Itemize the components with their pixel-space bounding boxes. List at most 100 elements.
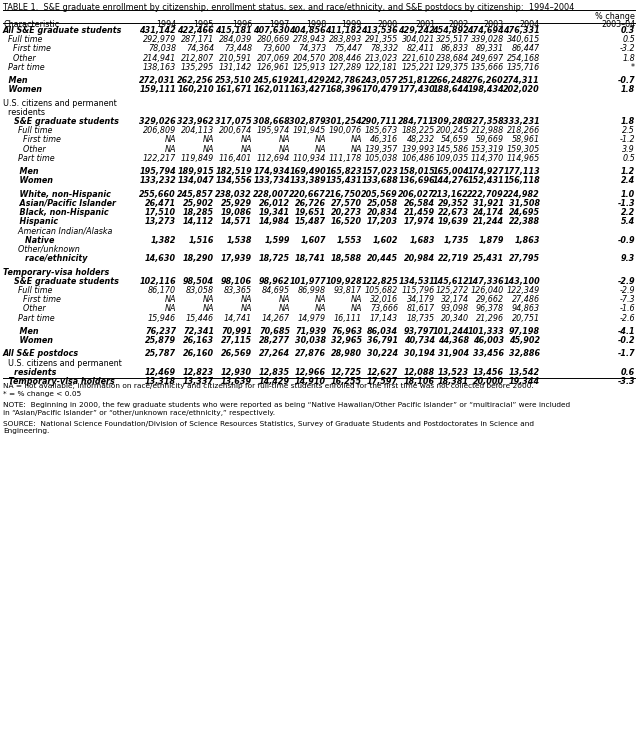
Text: 454,892: 454,892 xyxy=(433,26,469,35)
Text: 185,673: 185,673 xyxy=(365,127,398,136)
Text: 89,331: 89,331 xyxy=(476,44,504,53)
Text: 59,669: 59,669 xyxy=(476,136,504,145)
Text: 241,429: 241,429 xyxy=(289,76,326,85)
Text: 431,142: 431,142 xyxy=(139,26,176,35)
Text: 266,248: 266,248 xyxy=(433,76,469,85)
Text: 308,668: 308,668 xyxy=(253,117,290,126)
Text: 2000: 2000 xyxy=(378,20,398,29)
Text: NA: NA xyxy=(279,304,290,313)
Text: 31,921: 31,921 xyxy=(473,199,504,208)
Text: 1,599: 1,599 xyxy=(265,236,290,245)
Text: 116,401: 116,401 xyxy=(219,154,252,163)
Text: All S&E graduate students: All S&E graduate students xyxy=(3,26,122,35)
Text: 213,162: 213,162 xyxy=(433,190,469,199)
Text: 31,904: 31,904 xyxy=(438,349,469,358)
Text: 98,504: 98,504 xyxy=(183,276,214,285)
Text: 177,113: 177,113 xyxy=(503,167,540,176)
Text: S&E graduate students: S&E graduate students xyxy=(3,117,119,126)
Text: 0.3: 0.3 xyxy=(621,26,635,35)
Text: 14,910: 14,910 xyxy=(295,377,326,386)
Text: 1.0: 1.0 xyxy=(621,190,635,199)
Text: 28,277: 28,277 xyxy=(259,336,290,345)
Text: 12,966: 12,966 xyxy=(295,367,326,376)
Text: 125,221: 125,221 xyxy=(402,62,435,72)
Text: 25,879: 25,879 xyxy=(145,336,176,345)
Text: 22,388: 22,388 xyxy=(509,218,540,227)
Text: First time: First time xyxy=(3,295,61,304)
Text: 213,023: 213,023 xyxy=(365,53,398,62)
Text: NA: NA xyxy=(202,136,214,145)
Text: 114,370: 114,370 xyxy=(471,154,504,163)
Text: 129,375: 129,375 xyxy=(436,62,469,72)
Text: 25,902: 25,902 xyxy=(183,199,214,208)
Text: 122,825: 122,825 xyxy=(361,276,398,285)
Text: in “Asian/Pacific Islander” or “other/unknown race/ethnicity,” respectively.: in “Asian/Pacific Islander” or “other/un… xyxy=(3,410,275,416)
Text: 133,232: 133,232 xyxy=(139,176,176,185)
Text: 114,965: 114,965 xyxy=(507,154,540,163)
Text: TABLE 1.  S&E graduate enrollment by citizenship, enrollment status, sex, and ra: TABLE 1. S&E graduate enrollment by citi… xyxy=(3,3,574,12)
Text: 93,817: 93,817 xyxy=(334,286,362,295)
Text: 86,034: 86,034 xyxy=(367,327,398,336)
Text: 16,520: 16,520 xyxy=(331,218,362,227)
Text: 3.9: 3.9 xyxy=(622,145,635,154)
Text: 144,276: 144,276 xyxy=(433,176,469,185)
Text: 86,170: 86,170 xyxy=(148,286,176,295)
Text: 262,256: 262,256 xyxy=(177,76,214,85)
Text: 111,178: 111,178 xyxy=(329,154,362,163)
Text: 26,569: 26,569 xyxy=(221,349,252,358)
Text: 19,639: 19,639 xyxy=(438,218,469,227)
Text: 14,429: 14,429 xyxy=(259,377,290,386)
Text: 195,974: 195,974 xyxy=(256,127,290,136)
Text: 122,181: 122,181 xyxy=(365,62,398,72)
Text: 83,058: 83,058 xyxy=(186,286,214,295)
Text: NA: NA xyxy=(241,295,252,304)
Text: -1.7: -1.7 xyxy=(618,349,635,358)
Text: 122,217: 122,217 xyxy=(143,154,176,163)
Text: 200,245: 200,245 xyxy=(436,127,469,136)
Text: 238,032: 238,032 xyxy=(215,190,252,199)
Text: 125,913: 125,913 xyxy=(293,62,326,72)
Text: 31,508: 31,508 xyxy=(509,199,540,208)
Text: 24,695: 24,695 xyxy=(509,208,540,217)
Text: NA: NA xyxy=(315,145,326,154)
Text: 48,232: 48,232 xyxy=(407,136,435,145)
Text: 291,355: 291,355 xyxy=(365,35,398,44)
Text: 17,143: 17,143 xyxy=(370,313,398,322)
Text: 242,786: 242,786 xyxy=(325,76,362,85)
Text: All S&E postdocs: All S&E postdocs xyxy=(3,349,79,358)
Text: NA: NA xyxy=(279,145,290,154)
Text: 1,602: 1,602 xyxy=(373,236,398,245)
Text: 46,316: 46,316 xyxy=(370,136,398,145)
Text: 422,466: 422,466 xyxy=(177,26,214,35)
Text: Hispanic: Hispanic xyxy=(3,218,58,227)
Text: 73,600: 73,600 xyxy=(262,44,290,53)
Text: 133,688: 133,688 xyxy=(361,176,398,185)
Text: 13,273: 13,273 xyxy=(145,218,176,227)
Text: 134,556: 134,556 xyxy=(215,176,252,185)
Text: 93,797: 93,797 xyxy=(404,327,435,336)
Text: 245,857: 245,857 xyxy=(177,190,214,199)
Text: 204,113: 204,113 xyxy=(181,127,214,136)
Text: 1.2: 1.2 xyxy=(621,167,635,176)
Text: 160,210: 160,210 xyxy=(177,85,214,94)
Text: NA: NA xyxy=(350,145,362,154)
Text: 76,963: 76,963 xyxy=(331,327,362,336)
Text: 17,597: 17,597 xyxy=(367,377,398,386)
Text: 126,040: 126,040 xyxy=(471,286,504,295)
Text: 17,510: 17,510 xyxy=(145,208,176,217)
Text: Women: Women xyxy=(3,85,42,94)
Text: 18,741: 18,741 xyxy=(295,255,326,263)
Text: 14,112: 14,112 xyxy=(183,218,214,227)
Text: 165,823: 165,823 xyxy=(325,167,362,176)
Text: Women: Women xyxy=(3,336,53,345)
Text: 411,182: 411,182 xyxy=(325,26,362,35)
Text: 17,939: 17,939 xyxy=(221,255,252,263)
Text: 14,741: 14,741 xyxy=(224,313,252,322)
Text: 12,930: 12,930 xyxy=(221,367,252,376)
Text: 97,198: 97,198 xyxy=(509,327,540,336)
Text: 34,179: 34,179 xyxy=(407,295,435,304)
Text: 109,928: 109,928 xyxy=(325,276,362,285)
Text: 105,038: 105,038 xyxy=(365,154,398,163)
Text: 19,086: 19,086 xyxy=(221,208,252,217)
Text: 255,660: 255,660 xyxy=(139,190,176,199)
